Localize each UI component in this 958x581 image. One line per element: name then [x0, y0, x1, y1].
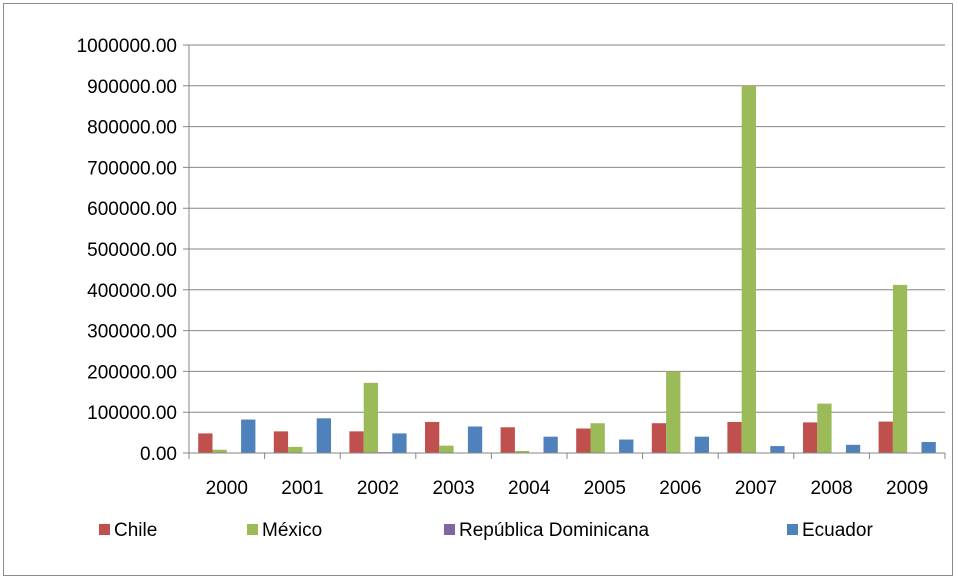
bar-ecuador-2009 — [921, 441, 936, 453]
x-tick-label: 2001 — [281, 478, 323, 499]
y-tick-label: 200000.00 — [87, 362, 177, 383]
y-tick-label: 400000.00 — [87, 281, 177, 302]
axes: 0.00 100000.00 200000.00 300000.00 400000.00… — [77, 36, 946, 499]
x-tick-label: 2009 — [886, 478, 928, 499]
bar-m-xico-2005 — [590, 423, 605, 453]
x-tick-label: 2002 — [357, 478, 399, 499]
y-tick-label: 1000000.00 — [77, 36, 177, 57]
x-tick-label: 2000 — [206, 478, 248, 499]
bar-ecuador-2002 — [392, 433, 407, 453]
bar-m-xico-2000 — [212, 449, 227, 453]
bar-chile-2005 — [576, 428, 591, 453]
legend-swatch — [99, 524, 110, 535]
legend-swatch — [444, 524, 455, 535]
legend: Chile México República Dominicana Ecuador — [99, 520, 873, 541]
bar-m-xico-2003 — [439, 445, 454, 453]
chart-area: 0.00 100000.00 200000.00 300000.00 400000.00… — [3, 3, 953, 576]
bar-m-xico-2007 — [741, 85, 756, 454]
bar-ecuador-2008 — [845, 444, 861, 453]
bar-chile-2007 — [727, 421, 742, 453]
bar-chile-2008 — [803, 422, 818, 453]
bar-chile-2002 — [349, 431, 364, 453]
bar-chile-2004 — [500, 427, 515, 453]
x-tick-label: 2003 — [432, 478, 474, 499]
y-tick-label: 500000.00 — [87, 240, 177, 261]
y-tick-label: 900000.00 — [87, 77, 177, 98]
x-tick-label: 2008 — [810, 478, 852, 499]
x-tick-label: 2005 — [584, 478, 626, 499]
bar-m-xico-2002 — [363, 382, 378, 453]
y-tick-label: 800000.00 — [87, 118, 177, 139]
bars — [198, 85, 936, 454]
x-tick-label: 2006 — [659, 478, 701, 499]
x-tick-label: 2004 — [508, 478, 551, 499]
bar-chile-2001 — [273, 431, 289, 453]
y-tick-label: 700000.00 — [87, 158, 177, 179]
legend-swatch — [247, 524, 258, 535]
y-tick-label: 600000.00 — [87, 199, 177, 220]
bar-ecuador-2005 — [619, 439, 634, 453]
bar-ecuador-2007 — [770, 446, 785, 453]
bar-m-xico-2009 — [892, 284, 908, 453]
bar-ecuador-2001 — [316, 418, 331, 453]
legend-label: Ecuador — [802, 520, 873, 541]
bar-chile-2000 — [198, 433, 213, 453]
legend-label: República Dominicana — [459, 520, 650, 541]
bar-ecuador-2003 — [467, 426, 483, 453]
y-tick-label: 300000.00 — [87, 322, 177, 343]
y-tick-label: 100000.00 — [87, 403, 177, 424]
bar-m-xico-2001 — [288, 446, 303, 453]
bar-ecuador-2006 — [694, 436, 709, 453]
x-tick-label: 2007 — [735, 478, 777, 499]
bar-chile-2003 — [425, 421, 440, 453]
bar-chile-2009 — [878, 421, 893, 453]
bar-m-xico-2004 — [514, 450, 530, 453]
bar-chile-2006 — [651, 423, 667, 453]
bar-chart: 0.00 100000.00 200000.00 300000.00 400000.00… — [77, 36, 946, 541]
legend-label: Chile — [114, 520, 157, 541]
y-tick-label: 0.00 — [140, 444, 177, 465]
bar-ecuador-2000 — [241, 419, 256, 453]
bar-m-xico-2008 — [817, 403, 832, 453]
bar-m-xico-2006 — [666, 371, 681, 453]
legend-swatch — [787, 524, 798, 535]
legend-label: México — [262, 520, 322, 541]
bar-ecuador-2004 — [543, 436, 558, 453]
gridlines — [183, 44, 945, 454]
